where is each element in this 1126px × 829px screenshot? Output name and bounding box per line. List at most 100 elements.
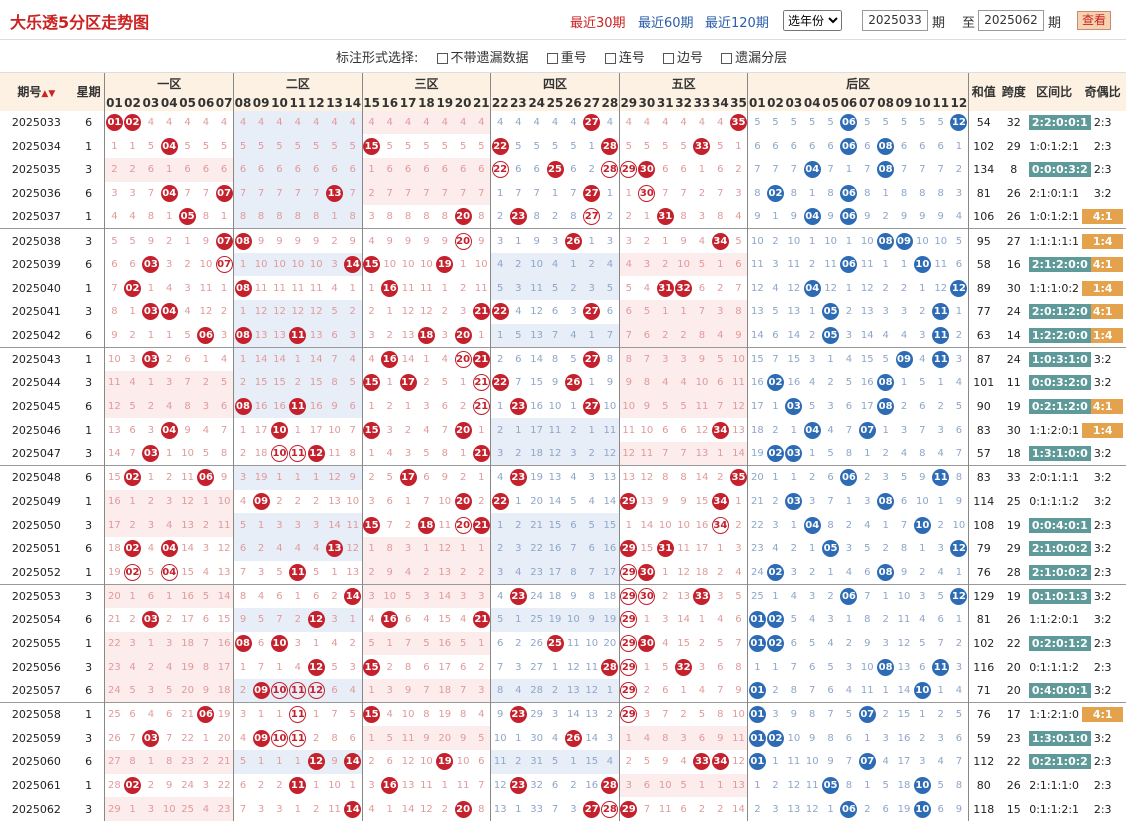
- week-cell: 3: [85, 660, 93, 674]
- range-120-link[interactable]: 最近120期: [705, 16, 769, 31]
- checkbox-icon[interactable]: [436, 53, 448, 64]
- sort-icon[interactable]: ▲▼: [41, 89, 56, 100]
- front-ball: 10: [270, 634, 288, 652]
- col-front-31: 31: [656, 94, 675, 111]
- front-ball: 10: [270, 682, 288, 700]
- query-button[interactable]: 查看: [1077, 11, 1111, 30]
- col-front-06: 06: [196, 94, 216, 111]
- week-cell: 1: [72, 702, 105, 727]
- front-ball: 27: [583, 303, 601, 321]
- front-ball: 21: [472, 516, 490, 534]
- checkbox-icon[interactable]: [604, 53, 616, 64]
- front-ball: 07: [215, 255, 233, 273]
- trend-table: 期号▲▼ 星期 一区 二区 三区 四区 五区 后区 和值 跨度 区间比 奇偶比 01 02 03 04 05 06…: [0, 72, 1126, 822]
- checkbox-icon[interactable]: [721, 53, 733, 64]
- front-ball: 21: [472, 374, 490, 392]
- ratio-text: 1:1:1:1:1: [1029, 234, 1080, 248]
- back-ball: 08: [877, 563, 895, 581]
- col-back-01: 01: [747, 94, 767, 111]
- col-front-30: 30: [637, 94, 657, 111]
- year-select[interactable]: 选年份: [783, 10, 842, 31]
- issue-cell: 2025048: [0, 465, 73, 490]
- front-ball: 34: [711, 421, 729, 439]
- front-ball: 04: [160, 421, 178, 439]
- back-ball: 11: [932, 658, 950, 676]
- table-row: 2025056 3 23 4 2 4 19 8 17 1 7 1 4 12 5 3 15 2 8 6 17 6 2 7 3 27 1…: [0, 655, 1126, 679]
- sum-cell: 116: [967, 655, 999, 679]
- back-ball: 08: [877, 374, 895, 392]
- table-row: 2025034 1 1 1 5 04 5 5 5 5 5 5 5 5 5 5 15 5 5 5 5 5 5 22 5 5 5 5 1 28…: [0, 134, 1126, 158]
- col-front-26: 26: [564, 94, 583, 111]
- checkbox-icon[interactable]: [663, 53, 674, 64]
- col-back-03: 03: [784, 94, 804, 111]
- to-issue-input[interactable]: 2025062: [978, 10, 1044, 31]
- week-cell: 6: [85, 328, 93, 342]
- from-issue-input[interactable]: 2025033: [862, 10, 928, 31]
- back-ball: 02: [766, 374, 784, 392]
- front-ball: 29: [620, 611, 638, 629]
- front-ball: 03: [142, 445, 160, 463]
- front-ball: 33: [693, 137, 711, 155]
- back-ball: 08: [877, 232, 895, 250]
- range-60-link[interactable]: 最近60期: [638, 16, 694, 31]
- table-row: 2025049 1 16 1 2 3 12 1 10 4 09 2 2 2 13 10 3 6 1 7 10 20 2 22 1…: [0, 489, 1126, 514]
- sum-cell: 54: [967, 110, 999, 135]
- front-ball: 15: [363, 137, 381, 155]
- col-back-12: 12: [949, 94, 969, 111]
- front-ball: 03: [142, 303, 160, 321]
- col-span: 跨度: [998, 72, 1029, 111]
- front-ball: 11: [289, 729, 307, 747]
- to-label: 至: [962, 16, 976, 31]
- issue-cell: 2025057: [11, 684, 61, 698]
- sum-cell: 129: [967, 583, 999, 608]
- oddeven-badge: 1:4: [1082, 233, 1123, 249]
- annotation-options: 标注形式选择: 不带遗漏数据 重号 连号 边号 遗漏分层: [336, 47, 801, 66]
- col-zone-1: 一区: [104, 72, 234, 95]
- week-cell: 3: [85, 731, 93, 745]
- front-ball: 02: [124, 563, 142, 581]
- col-issue[interactable]: 期号▲▼: [0, 72, 73, 111]
- span-cell: 29: [1006, 139, 1021, 153]
- front-ball: 08: [234, 398, 252, 416]
- sum-cell: 57: [967, 442, 999, 466]
- issue-cell: 2025041: [11, 305, 61, 319]
- issue-cell: 2025051: [11, 542, 61, 556]
- front-ball: 31: [656, 279, 674, 297]
- front-ball: 30: [638, 634, 656, 652]
- back-ball: 03: [785, 398, 803, 416]
- issue-cell: 2025046: [11, 423, 61, 437]
- col-front-19: 19: [435, 94, 454, 111]
- option-edge[interactable]: 边号: [663, 51, 703, 66]
- col-back-04: 04: [803, 94, 822, 111]
- ratio-badge: 1:2:2:0:0: [1028, 327, 1091, 343]
- option-repeat[interactable]: 重号: [546, 51, 587, 66]
- oddeven-text: 2:3: [1093, 660, 1112, 674]
- front-ball: 12: [307, 682, 325, 700]
- week-cell: 1: [85, 281, 93, 295]
- col-front-21: 21: [472, 94, 491, 111]
- sum-cell: 95: [967, 228, 999, 253]
- oddeven-text: 2:3: [1093, 115, 1112, 129]
- back-ball: 01: [748, 753, 766, 771]
- sum-cell: 90: [967, 394, 999, 419]
- oddeven-badge: 4:1: [1082, 209, 1123, 225]
- issue-cell: 2025060: [11, 755, 61, 769]
- ratio-text: 0:1:1:1:2: [1029, 494, 1080, 508]
- front-ball: 16: [381, 350, 399, 368]
- front-ball: 29: [620, 706, 638, 724]
- front-ball: 34: [711, 232, 729, 250]
- option-no-miss[interactable]: 不带遗漏数据: [436, 51, 529, 66]
- table-row: 2025042 6 9 2 1 1 5 06 3 08 13 13 11 13 6 3 3 2 13 18 3 20 1 1 5…: [0, 323, 1126, 348]
- range-30-link[interactable]: 最近30期: [570, 16, 626, 31]
- checkbox-icon[interactable]: [546, 53, 558, 64]
- back-ball: 01: [748, 729, 766, 747]
- front-ball: 19: [436, 753, 454, 771]
- front-ball: 21: [472, 445, 490, 463]
- col-back-11: 11: [931, 94, 950, 111]
- front-ball: 33: [693, 587, 711, 605]
- back-ball: 01: [748, 611, 766, 629]
- option-consecutive[interactable]: 连号: [604, 51, 645, 66]
- ratio-badge: 2:1:2:0:0: [1028, 256, 1091, 272]
- option-miss-layer[interactable]: 遗漏分层: [721, 51, 787, 66]
- table-row: 2025051 6 18 02 4 04 14 3 12 6 2 4 4 4 13 12 1 8 3 1 12 1 1 2 3 2…: [0, 536, 1126, 561]
